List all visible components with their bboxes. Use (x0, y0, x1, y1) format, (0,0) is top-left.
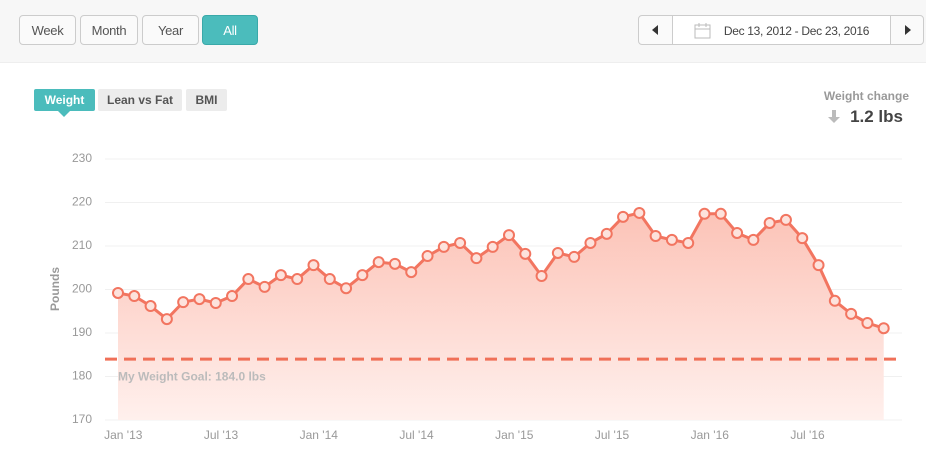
point (437, 240, 450, 253)
point (112, 286, 124, 299)
y-axis-title: Pounds (48, 267, 62, 311)
prev-button[interactable] (638, 15, 673, 45)
y-tick-label: 230 (72, 151, 92, 165)
point (421, 250, 434, 263)
point (845, 307, 858, 320)
point (600, 227, 613, 240)
point (763, 216, 776, 229)
range-button[interactable]: Month (80, 15, 138, 45)
point (405, 266, 418, 279)
point (682, 236, 695, 249)
point (307, 259, 320, 272)
goal-label: My Weight Goal: 184.0 lbs (118, 369, 266, 383)
x-tick-label: Jul '15 (595, 428, 630, 442)
weight-change-label: Weight change (823, 89, 909, 103)
toolbar: Week Month Year All Dec 13, 2012 - Dec 2… (0, 0, 926, 63)
range-button[interactable]: All (202, 15, 258, 45)
point (454, 236, 467, 249)
point (796, 232, 809, 245)
weight-change-value: 1.2 lbs (850, 107, 903, 126)
prev-arrow (652, 25, 658, 35)
point (633, 206, 646, 219)
point (274, 269, 287, 282)
point (584, 236, 597, 249)
tab[interactable]: BMI (186, 89, 227, 111)
point (226, 290, 239, 303)
date-range[interactable]: Dec 13, 2012 - Dec 23, 2016 (672, 15, 891, 45)
y-tick-label: 180 (72, 369, 92, 383)
point (812, 259, 825, 272)
next-arrow (905, 25, 911, 35)
point (503, 229, 515, 242)
point (551, 246, 564, 259)
point (731, 226, 744, 239)
point (617, 210, 630, 223)
point (861, 316, 874, 329)
calendar-icon (694, 23, 711, 39)
point (747, 233, 760, 246)
point (323, 273, 336, 286)
x-tick-label: Jan '13 (104, 428, 143, 442)
point (258, 280, 271, 293)
point (568, 250, 581, 263)
point (291, 273, 304, 286)
x-tick-label: Jan '16 (691, 428, 730, 442)
x-tick-label: Jan '14 (300, 428, 339, 442)
range-button[interactable]: Week (19, 15, 76, 45)
point (388, 257, 401, 270)
y-tick-label: 220 (72, 195, 92, 209)
point (486, 240, 499, 253)
point (519, 247, 532, 260)
y-tick-label: 200 (72, 282, 92, 296)
x-tick-label: Jul '16 (790, 428, 825, 442)
point (372, 256, 385, 269)
point (177, 296, 190, 309)
point (877, 322, 890, 335)
point (356, 269, 369, 282)
point (242, 273, 255, 286)
point (470, 252, 483, 265)
point (144, 300, 157, 313)
area (118, 212, 884, 420)
x-tick-label: Jan '15 (495, 428, 534, 442)
point (649, 229, 662, 242)
y-tick-label: 170 (72, 412, 92, 426)
x-tick-label: Jul '13 (204, 428, 239, 442)
point (665, 233, 678, 246)
date-range-text: Dec 13, 2012 - Dec 23, 2016 (723, 24, 870, 38)
point (340, 282, 353, 295)
tab[interactable]: Weight (34, 89, 95, 111)
point (714, 207, 727, 220)
y-tick-label: 190 (72, 325, 92, 339)
down-arrow (828, 110, 840, 123)
point (698, 207, 711, 220)
y-tick-label: 210 (72, 238, 92, 252)
range-button[interactable]: Year (142, 15, 199, 45)
point (193, 293, 206, 306)
point (828, 294, 841, 307)
tab-pointer (58, 111, 70, 117)
point (128, 290, 141, 303)
point (160, 313, 173, 326)
tab[interactable]: Lean vs Fat (98, 89, 182, 111)
point (535, 270, 548, 283)
point (779, 213, 792, 226)
x-tick-label: Jul '14 (399, 428, 434, 442)
point (209, 296, 222, 309)
next-button[interactable] (890, 15, 924, 45)
